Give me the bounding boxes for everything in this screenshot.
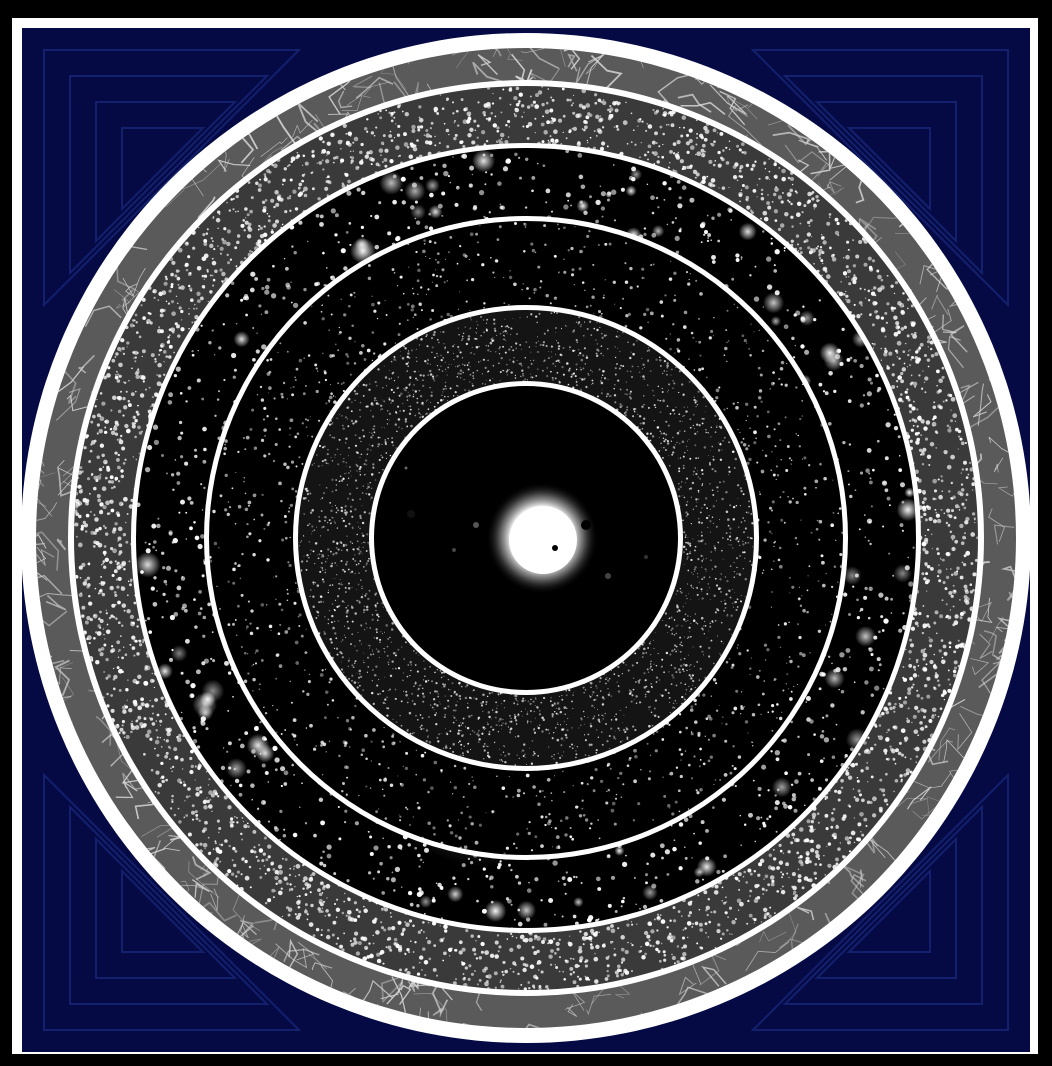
planet-0: [407, 510, 415, 518]
central-star: [509, 506, 577, 574]
planet-4: [644, 555, 648, 559]
corner-triangle-3-1: [782, 804, 983, 1005]
corner-triangle-2-2: [95, 836, 238, 979]
corner-triangle-3-3: [846, 868, 931, 953]
galaxy-survey-dots: [74, 86, 978, 990]
planet-1: [473, 522, 479, 528]
corner-triangle-1-2: [814, 101, 957, 244]
corner-triangle-2-1: [69, 804, 270, 1005]
corner-triangle-2-0: [43, 772, 302, 1031]
corner-triangle-1-3: [846, 127, 931, 212]
transiting-planet: [552, 545, 558, 551]
corner-triangle-3-0: [750, 772, 1009, 1031]
corner-triangle-3-2: [814, 836, 957, 979]
corner-triangle-0-2: [95, 101, 238, 244]
corner-triangle-0-0: [43, 49, 302, 308]
planet-2: [452, 548, 456, 552]
planet-3: [605, 573, 611, 579]
corner-triangle-1-0: [750, 49, 1009, 308]
corner-triangle-0-3: [121, 127, 206, 212]
corner-triangle-2-3: [121, 868, 206, 953]
corner-triangle-1-1: [782, 75, 983, 276]
planet-dark-1: [581, 520, 591, 530]
corner-triangle-0-1: [69, 75, 270, 276]
planet-5: [404, 466, 408, 470]
corner-decorations: [43, 49, 1009, 1031]
